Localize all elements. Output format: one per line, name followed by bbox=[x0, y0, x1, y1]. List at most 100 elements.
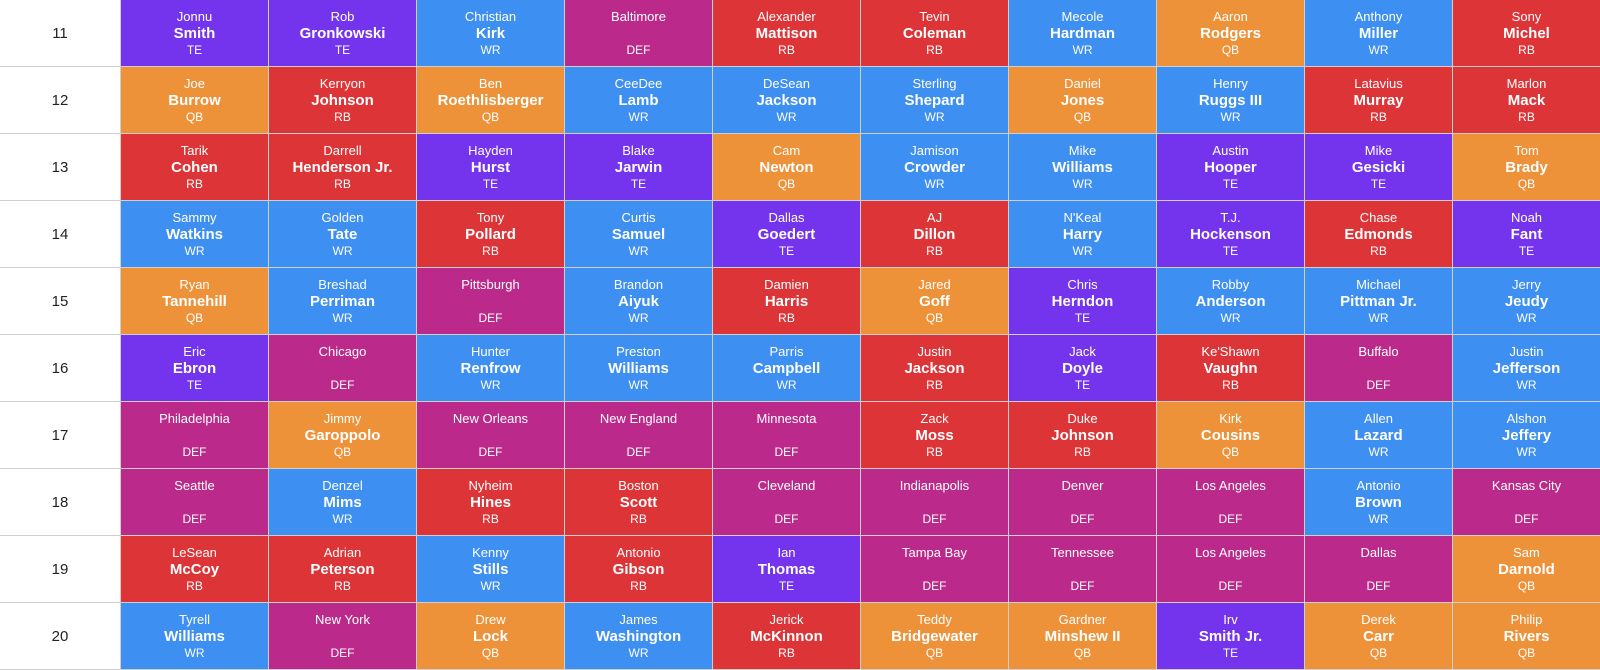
draft-pick-cell[interactable]: Jerick McKinnon RB bbox=[713, 603, 860, 669]
draft-pick-cell[interactable]: Jared Goff QB bbox=[861, 268, 1008, 334]
draft-pick-cell[interactable]: Daniel Jones QB bbox=[1009, 67, 1156, 133]
draft-pick-cell[interactable]: Tom Brady QB bbox=[1453, 134, 1600, 200]
draft-pick-cell[interactable]: Cam Newton QB bbox=[713, 134, 860, 200]
draft-pick-cell[interactable]: Mecole Hardman WR bbox=[1009, 0, 1156, 66]
draft-pick-cell[interactable]: Christian Kirk WR bbox=[417, 0, 564, 66]
draft-pick-cell[interactable]: Anthony Miller WR bbox=[1305, 0, 1452, 66]
draft-pick-cell[interactable]: Los Angeles DEF bbox=[1157, 469, 1304, 535]
draft-pick-cell[interactable]: Jack Doyle TE bbox=[1009, 335, 1156, 401]
draft-pick-cell[interactable]: Indianapolis DEF bbox=[861, 469, 1008, 535]
draft-pick-cell[interactable]: Brandon Aiyuk WR bbox=[565, 268, 712, 334]
draft-pick-cell[interactable]: LeSean McCoy RB bbox=[121, 536, 268, 602]
draft-pick-cell[interactable]: CeeDee Lamb WR bbox=[565, 67, 712, 133]
draft-pick-cell[interactable]: Baltimore DEF bbox=[565, 0, 712, 66]
draft-pick-cell[interactable]: Derek Carr QB bbox=[1305, 603, 1452, 669]
draft-pick-cell[interactable]: Ian Thomas TE bbox=[713, 536, 860, 602]
draft-pick-cell[interactable]: Teddy Bridgewater QB bbox=[861, 603, 1008, 669]
draft-pick-cell[interactable]: Philadelphia DEF bbox=[121, 402, 268, 468]
draft-pick-cell[interactable]: Robby Anderson WR bbox=[1157, 268, 1304, 334]
draft-pick-cell[interactable]: Duke Johnson RB bbox=[1009, 402, 1156, 468]
draft-pick-cell[interactable]: Allen Lazard WR bbox=[1305, 402, 1452, 468]
draft-pick-cell[interactable]: Ben Roethlisberger QB bbox=[417, 67, 564, 133]
draft-pick-cell[interactable]: Adrian Peterson RB bbox=[269, 536, 416, 602]
draft-pick-cell[interactable]: Sammy Watkins WR bbox=[121, 201, 268, 267]
draft-pick-cell[interactable]: Justin Jackson RB bbox=[861, 335, 1008, 401]
draft-pick-cell[interactable]: Gardner Minshew II QB bbox=[1009, 603, 1156, 669]
draft-pick-cell[interactable]: Rob Gronkowski TE bbox=[269, 0, 416, 66]
draft-pick-cell[interactable]: Kirk Cousins QB bbox=[1157, 402, 1304, 468]
draft-pick-cell[interactable]: Cleveland DEF bbox=[713, 469, 860, 535]
draft-pick-cell[interactable]: Justin Jefferson WR bbox=[1453, 335, 1600, 401]
draft-pick-cell[interactable]: T.J. Hockenson TE bbox=[1157, 201, 1304, 267]
draft-pick-cell[interactable]: Aaron Rodgers QB bbox=[1157, 0, 1304, 66]
draft-pick-cell[interactable]: Tennessee DEF bbox=[1009, 536, 1156, 602]
draft-pick-cell[interactable]: New England DEF bbox=[565, 402, 712, 468]
draft-pick-cell[interactable]: DeSean Jackson WR bbox=[713, 67, 860, 133]
draft-pick-cell[interactable]: Noah Fant TE bbox=[1453, 201, 1600, 267]
draft-pick-cell[interactable]: N'Keal Harry WR bbox=[1009, 201, 1156, 267]
draft-pick-cell[interactable]: Blake Jarwin TE bbox=[565, 134, 712, 200]
draft-pick-cell[interactable]: Chase Edmonds RB bbox=[1305, 201, 1452, 267]
draft-pick-cell[interactable]: Kansas City DEF bbox=[1453, 469, 1600, 535]
draft-pick-cell[interactable]: Kerryon Johnson RB bbox=[269, 67, 416, 133]
draft-pick-cell[interactable]: Preston Williams WR bbox=[565, 335, 712, 401]
draft-pick-cell[interactable]: Marlon Mack RB bbox=[1453, 67, 1600, 133]
draft-pick-cell[interactable]: Dallas Goedert TE bbox=[713, 201, 860, 267]
draft-pick-cell[interactable]: Tarik Cohen RB bbox=[121, 134, 268, 200]
draft-pick-cell[interactable]: Kenny Stills WR bbox=[417, 536, 564, 602]
draft-pick-cell[interactable]: Hunter Renfrow WR bbox=[417, 335, 564, 401]
draft-pick-cell[interactable]: Henry Ruggs III WR bbox=[1157, 67, 1304, 133]
draft-pick-cell[interactable]: Jonnu Smith TE bbox=[121, 0, 268, 66]
draft-pick-cell[interactable]: Parris Campbell WR bbox=[713, 335, 860, 401]
draft-pick-cell[interactable]: Darrell Henderson Jr. RB bbox=[269, 134, 416, 200]
draft-pick-cell[interactable]: Denzel Mims WR bbox=[269, 469, 416, 535]
draft-pick-cell[interactable]: Mike Williams WR bbox=[1009, 134, 1156, 200]
draft-pick-cell[interactable]: Austin Hooper TE bbox=[1157, 134, 1304, 200]
draft-pick-cell[interactable]: Alshon Jeffery WR bbox=[1453, 402, 1600, 468]
draft-pick-cell[interactable]: Curtis Samuel WR bbox=[565, 201, 712, 267]
draft-pick-cell[interactable]: Latavius Murray RB bbox=[1305, 67, 1452, 133]
draft-pick-cell[interactable]: Jimmy Garoppolo QB bbox=[269, 402, 416, 468]
draft-pick-cell[interactable]: AJ Dillon RB bbox=[861, 201, 1008, 267]
draft-pick-cell[interactable]: New York DEF bbox=[269, 603, 416, 669]
draft-pick-cell[interactable]: Chris Herndon TE bbox=[1009, 268, 1156, 334]
draft-pick-cell[interactable]: Antonio Gibson RB bbox=[565, 536, 712, 602]
draft-pick-cell[interactable]: Tampa Bay DEF bbox=[861, 536, 1008, 602]
draft-pick-cell[interactable]: Eric Ebron TE bbox=[121, 335, 268, 401]
draft-pick-cell[interactable]: Minnesota DEF bbox=[713, 402, 860, 468]
draft-pick-cell[interactable]: Alexander Mattison RB bbox=[713, 0, 860, 66]
draft-pick-cell[interactable]: Boston Scott RB bbox=[565, 469, 712, 535]
draft-pick-cell[interactable]: Jerry Jeudy WR bbox=[1453, 268, 1600, 334]
draft-pick-cell[interactable]: Tevin Coleman RB bbox=[861, 0, 1008, 66]
draft-pick-cell[interactable]: Drew Lock QB bbox=[417, 603, 564, 669]
draft-pick-cell[interactable]: Tyrell Williams WR bbox=[121, 603, 268, 669]
draft-pick-cell[interactable]: Ryan Tannehill QB bbox=[121, 268, 268, 334]
draft-pick-cell[interactable]: Buffalo DEF bbox=[1305, 335, 1452, 401]
draft-pick-cell[interactable]: Mike Gesicki TE bbox=[1305, 134, 1452, 200]
draft-pick-cell[interactable]: Ke'Shawn Vaughn RB bbox=[1157, 335, 1304, 401]
draft-pick-cell[interactable]: Los Angeles DEF bbox=[1157, 536, 1304, 602]
draft-pick-cell[interactable]: Golden Tate WR bbox=[269, 201, 416, 267]
draft-pick-cell[interactable]: Joe Burrow QB bbox=[121, 67, 268, 133]
draft-pick-cell[interactable]: Seattle DEF bbox=[121, 469, 268, 535]
draft-pick-cell[interactable]: Pittsburgh DEF bbox=[417, 268, 564, 334]
draft-pick-cell[interactable]: New Orleans DEF bbox=[417, 402, 564, 468]
draft-pick-cell[interactable]: Irv Smith Jr. TE bbox=[1157, 603, 1304, 669]
draft-pick-cell[interactable]: Sam Darnold QB bbox=[1453, 536, 1600, 602]
draft-pick-cell[interactable]: Breshad Perriman WR bbox=[269, 268, 416, 334]
draft-pick-cell[interactable]: Sony Michel RB bbox=[1453, 0, 1600, 66]
draft-pick-cell[interactable]: Jamison Crowder WR bbox=[861, 134, 1008, 200]
draft-pick-cell[interactable]: Tony Pollard RB bbox=[417, 201, 564, 267]
draft-pick-cell[interactable]: Damien Harris RB bbox=[713, 268, 860, 334]
draft-pick-cell[interactable]: Antonio Brown WR bbox=[1305, 469, 1452, 535]
draft-pick-cell[interactable]: Sterling Shepard WR bbox=[861, 67, 1008, 133]
draft-pick-cell[interactable]: Hayden Hurst TE bbox=[417, 134, 564, 200]
draft-pick-cell[interactable]: Philip Rivers QB bbox=[1453, 603, 1600, 669]
draft-pick-cell[interactable]: James Washington WR bbox=[565, 603, 712, 669]
draft-pick-cell[interactable]: Michael Pittman Jr. WR bbox=[1305, 268, 1452, 334]
draft-pick-cell[interactable]: Nyheim Hines RB bbox=[417, 469, 564, 535]
draft-pick-cell[interactable]: Zack Moss RB bbox=[861, 402, 1008, 468]
draft-pick-cell[interactable]: Denver DEF bbox=[1009, 469, 1156, 535]
draft-pick-cell[interactable]: Chicago DEF bbox=[269, 335, 416, 401]
draft-pick-cell[interactable]: Dallas DEF bbox=[1305, 536, 1452, 602]
